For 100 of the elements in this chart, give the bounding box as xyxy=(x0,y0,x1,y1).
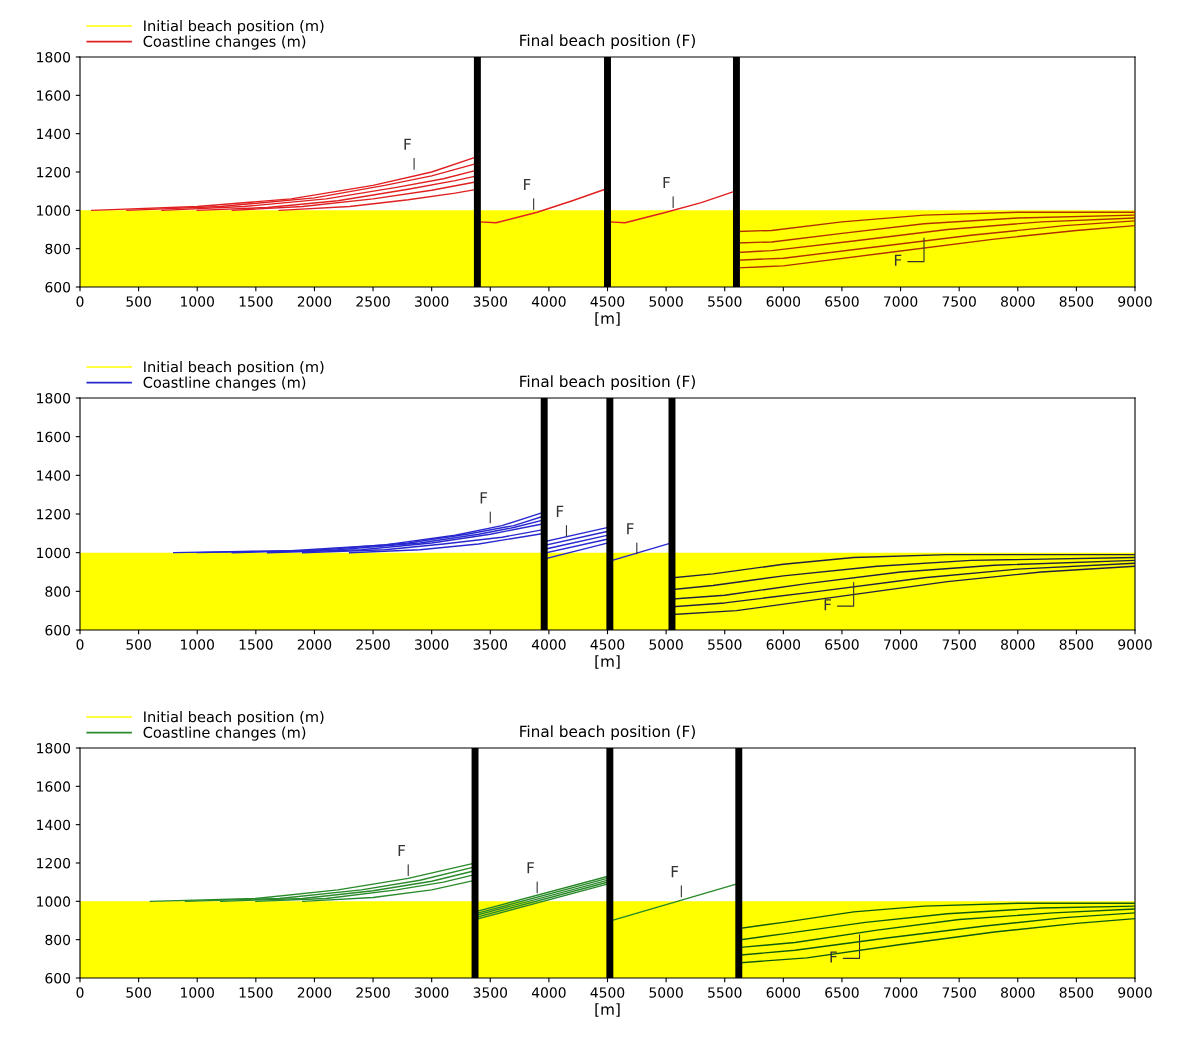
y-tick-label: 1200 xyxy=(37,508,71,520)
x-tick-label: 1000 xyxy=(181,987,214,998)
x-tick-label: 0 xyxy=(76,296,84,307)
x-tick-label: 6500 xyxy=(825,987,859,998)
x-tick-label: 1500 xyxy=(239,987,273,998)
x-tick-label: 4500 xyxy=(590,296,625,307)
x-tick-label: 8500 xyxy=(1059,639,1094,650)
y-tick-label: 1000 xyxy=(37,896,71,907)
annotation: F xyxy=(480,492,488,504)
x-tick-label: 500 xyxy=(126,987,151,998)
x-axis-title: [m] xyxy=(595,312,620,326)
x-tick-label: 4000 xyxy=(531,639,566,650)
y-tick-label: 1200 xyxy=(37,857,71,869)
x-tick-label: 6000 xyxy=(766,639,801,650)
x-tick-label: 7500 xyxy=(942,987,976,998)
chart-title: Final beach position (F) xyxy=(520,375,695,391)
x-tick-label: 2000 xyxy=(297,987,332,998)
x-tick-label: 500 xyxy=(126,639,151,650)
x-tick-label: 500 xyxy=(126,296,151,307)
x-tick-label: 2500 xyxy=(356,296,390,307)
x-tick-label: 4500 xyxy=(590,987,625,998)
x-tick-label: 3500 xyxy=(473,987,508,998)
x-tick-label: 1500 xyxy=(239,639,273,650)
y-tick-label: 1000 xyxy=(37,205,71,216)
x-tick-label: 2000 xyxy=(297,639,332,650)
x-tick-label: 2500 xyxy=(356,987,390,998)
x-tick-label: 3500 xyxy=(473,639,508,650)
annotation: F xyxy=(894,254,902,266)
x-tick-label: 7500 xyxy=(942,639,976,650)
x-tick-label: 8000 xyxy=(1001,296,1035,307)
x-tick-label: 6000 xyxy=(766,296,801,307)
x-tick-label: 6500 xyxy=(825,296,859,307)
y-tick-label: 1800 xyxy=(37,51,71,63)
annotation: F xyxy=(556,505,564,517)
annotation: F xyxy=(527,862,534,874)
x-tick-label: 3000 xyxy=(415,987,449,998)
y-tick-label: 1800 xyxy=(37,392,71,404)
x-tick-label: 3000 xyxy=(415,296,449,307)
y-tick-label: 1200 xyxy=(37,166,71,178)
annotation: F xyxy=(524,178,531,191)
legend-label: Coastline changes (m) xyxy=(143,726,306,741)
y-tick-label: 800 xyxy=(45,586,71,597)
y-tick-label: 1400 xyxy=(37,128,71,140)
annotation: F xyxy=(627,523,634,535)
y-tick-label: 1600 xyxy=(37,431,71,443)
y-tick-label: 800 xyxy=(45,934,71,946)
x-tick-label: 0 xyxy=(76,639,84,650)
x-tick-label: 5500 xyxy=(708,639,742,650)
x-tick-label: 9000 xyxy=(1118,639,1152,650)
legend-label: Coastline changes (m) xyxy=(143,376,306,391)
x-tick-label: 2000 xyxy=(297,296,332,307)
x-tick-label: 3500 xyxy=(473,296,508,307)
y-tick-label: 1600 xyxy=(37,781,71,792)
x-axis-title: [m] xyxy=(595,1003,620,1017)
x-tick-label: 4000 xyxy=(531,987,566,998)
y-tick-label: 1400 xyxy=(37,819,71,831)
legend-label: Initial beach position (m) xyxy=(144,20,324,35)
legend-label: Initial beach position (m) xyxy=(144,711,324,726)
x-tick-label: 8000 xyxy=(1001,987,1035,998)
x-tick-label: 3000 xyxy=(415,639,449,650)
x-tick-label: 4500 xyxy=(590,639,625,650)
x-tick-label: 7000 xyxy=(884,987,918,998)
x-tick-label: 6000 xyxy=(766,987,801,998)
x-tick-label: 7500 xyxy=(942,296,976,307)
y-tick-label: 600 xyxy=(45,281,71,293)
annotation: F xyxy=(398,844,406,857)
x-tick-label: 0 xyxy=(76,987,84,998)
y-tick-label: 600 xyxy=(45,972,71,984)
annotation: F xyxy=(671,866,679,878)
x-tick-label: 5500 xyxy=(708,987,742,998)
legend-label: Initial beach position (m) xyxy=(144,361,324,376)
x-tick-label: 7000 xyxy=(884,296,918,307)
x-tick-label: 5500 xyxy=(708,296,742,307)
y-tick-label: 1400 xyxy=(37,470,71,481)
x-tick-label: 5000 xyxy=(649,987,683,998)
annotation: F xyxy=(663,176,670,189)
x-tick-label: 5000 xyxy=(649,296,683,307)
y-tick-label: 1000 xyxy=(37,547,71,559)
x-tick-label: 1500 xyxy=(239,296,273,307)
y-tick-label: 1600 xyxy=(37,90,71,101)
x-tick-label: 7000 xyxy=(884,639,918,650)
x-axis-title: [m] xyxy=(595,655,620,669)
x-tick-label: 2500 xyxy=(356,639,390,650)
y-tick-label: 1800 xyxy=(37,742,71,754)
x-tick-label: 5000 xyxy=(649,639,683,650)
annotation: F xyxy=(824,599,832,611)
x-tick-label: 8500 xyxy=(1059,296,1094,307)
chart-title: Final beach position (F) xyxy=(520,34,695,50)
y-tick-label: 800 xyxy=(45,243,71,255)
x-tick-label: 6500 xyxy=(825,639,859,650)
chart-title: Final beach position (F) xyxy=(520,725,695,741)
x-tick-label: 4000 xyxy=(531,296,566,307)
x-tick-label: 9000 xyxy=(1118,296,1152,307)
annotation: F xyxy=(404,138,411,150)
y-tick-label: 600 xyxy=(45,624,71,636)
x-tick-label: 8500 xyxy=(1059,987,1094,998)
x-tick-label: 9000 xyxy=(1118,987,1152,998)
x-tick-label: 8000 xyxy=(1001,639,1035,650)
legend-label: Coastline changes (m) xyxy=(143,35,306,50)
x-tick-label: 1000 xyxy=(181,296,214,307)
